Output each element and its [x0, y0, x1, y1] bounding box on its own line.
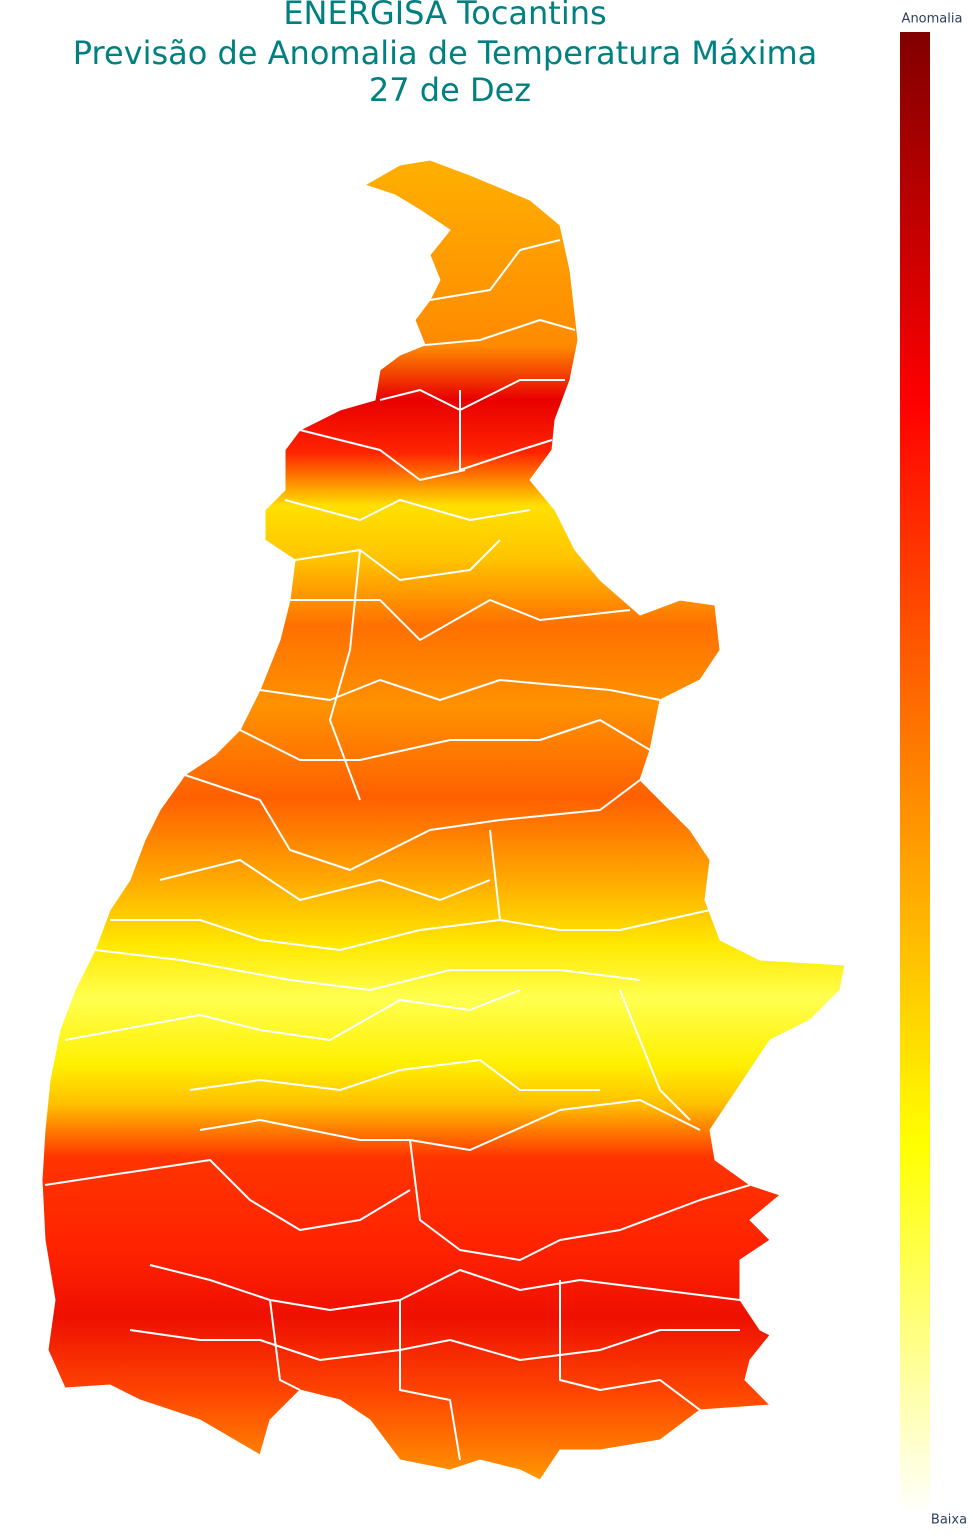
title-line: 27 de Dez: [369, 71, 531, 109]
municipal-borders: [44, 239, 751, 1461]
title-line: Previsão de Anomalia de Temperatura Máxi…: [73, 34, 818, 72]
colorbar: [900, 32, 930, 1515]
title-line: ENERGISA Tocantins: [283, 0, 606, 32]
colorbar-top-label: Anomalia: [902, 12, 963, 27]
colorbar-bottom-label: Baixa: [931, 1513, 967, 1528]
state-map: [41, 159, 846, 1481]
